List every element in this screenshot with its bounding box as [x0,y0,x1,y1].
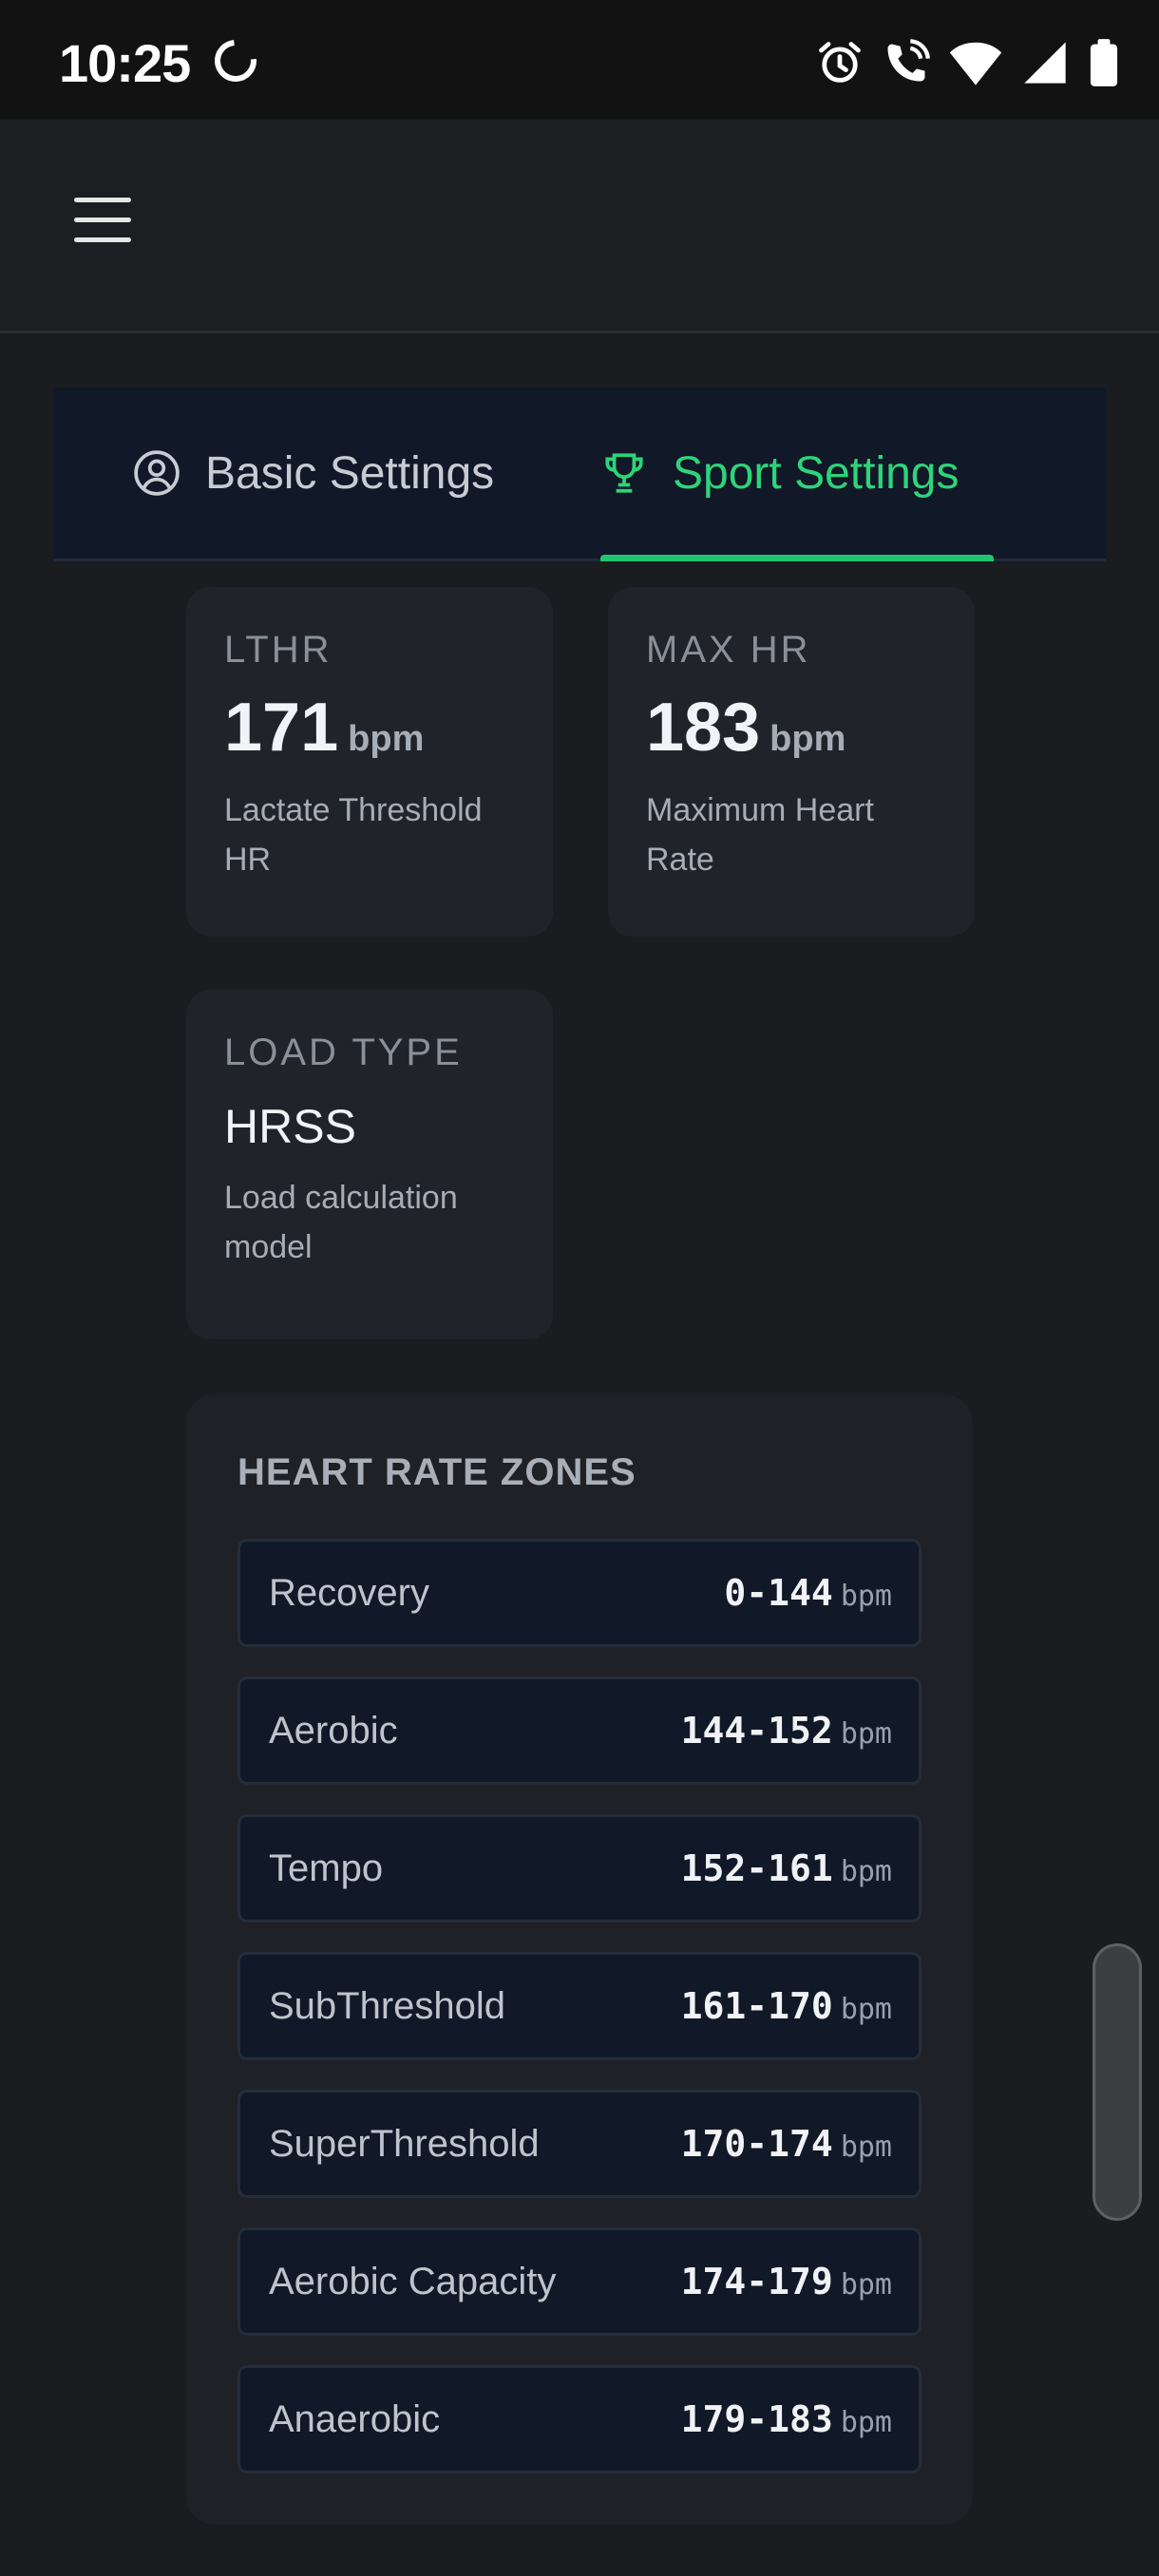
zone-row: SuperThreshold 170-174 bpm [238,2090,922,2198]
zone-name: Aerobic Capacity [269,2260,557,2302]
lthr-unit: bpm [348,719,425,759]
zone-value: 170-174 bpm [681,2123,892,2165]
app-bar [0,120,1159,333]
load-type-description: Load calculation model [224,1180,458,1265]
battery-icon [1090,39,1118,86]
zone-row: Anaerobic 179-183 bpm [238,2365,922,2473]
max-hr-value: 183 [646,690,761,766]
signal-icon [1024,42,1066,84]
max-hr-card: MAX HR 183 bpm Maximum Heart Rate [608,587,975,937]
lthr-description: Lactate Threshold HR [224,792,483,878]
scrollbar-thumb[interactable] [1092,1943,1142,2221]
zone-range: 152-161 [680,1847,833,1889]
zone-name: SubThreshold [269,1984,506,2027]
load-type-value: HRSS [224,1100,356,1153]
zone-range: 0-144 [724,1572,833,1614]
zone-name: Tempo [269,1847,384,1889]
heart-rate-zones-panel: HEART RATE ZONES Recovery 0-144 bpm Aerob… [186,1394,973,2525]
zone-range: 144-152 [680,1710,833,1752]
zone-row: Tempo 152-161 bpm [238,1814,922,1923]
zone-unit: bpm [840,2268,892,2301]
loading-spinner-icon [206,31,265,90]
zone-name: Recovery [269,1571,429,1614]
zone-unit: bpm [840,1993,892,2026]
lthr-card: LTHR 171 bpm Lactate Threshold HR [186,587,553,937]
zone-range: 179-183 [680,2398,833,2440]
zone-name: SuperThreshold [269,2122,540,2165]
zone-range: 170-174 [680,2123,833,2165]
active-tab-indicator [600,555,994,561]
max-hr-unit: bpm [770,719,846,759]
trophy-icon [600,449,648,497]
zone-row: Recovery 0-144 bpm [238,1539,922,1647]
heart-rate-zones-title: HEART RATE ZONES [238,1451,636,1493]
wifi-calling-icon [887,39,930,82]
zone-value: 161-170 bpm [681,1985,892,2027]
zone-unit: bpm [840,1717,892,1751]
zone-value: 144-152 bpm [681,1710,892,1752]
zone-name: Aerobic [269,1709,398,1752]
lthr-value-row: 171 bpm [224,689,515,767]
status-icons [815,36,1121,89]
zone-row: Aerobic 144-152 bpm [238,1676,922,1785]
zone-value: 174-179 bpm [681,2261,892,2302]
tab-basic-settings[interactable]: Basic Settings [133,388,494,559]
zone-value: 0-144 bpm [724,1572,892,1614]
alarm-icon [819,42,861,83]
status-bar: 10:25 [0,0,1159,120]
zone-unit: bpm [840,1580,892,1613]
zone-row: Aerobic Capacity 174-179 bpm [238,2227,922,2336]
user-circle-icon [133,449,180,497]
settings-tabs: Basic Settings Sport Settings [53,388,1106,561]
zone-range: 174-179 [680,2261,833,2302]
zone-unit: bpm [840,2131,892,2164]
tab-sport-settings[interactable]: Sport Settings [600,388,960,559]
status-time: 10:25 [59,33,191,93]
lthr-label: LTHR [224,629,332,671]
zone-unit: bpm [840,2406,892,2439]
tab-sport-settings-label: Sport Settings [673,447,960,499]
zone-unit: bpm [840,1855,892,1888]
wifi-icon [949,42,1002,85]
hamburger-menu-icon[interactable] [74,198,131,251]
max-hr-label: MAX HR [646,629,811,671]
load-type-label: LOAD TYPE [224,1032,463,1073]
zone-value: 179-183 bpm [681,2398,892,2440]
zone-value: 152-161 bpm [681,1847,892,1889]
lthr-value: 171 [224,690,339,766]
zone-name: Anaerobic [269,2397,441,2440]
max-hr-value-row: 183 bpm [646,689,937,767]
tab-basic-settings-label: Basic Settings [205,447,495,499]
zone-range: 161-170 [680,1985,833,2027]
load-type-card: LOAD TYPE HRSS Load calculation model [186,990,553,1339]
zone-row: SubThreshold 161-170 bpm [238,1952,922,2060]
max-hr-description: Maximum Heart Rate [646,792,874,878]
